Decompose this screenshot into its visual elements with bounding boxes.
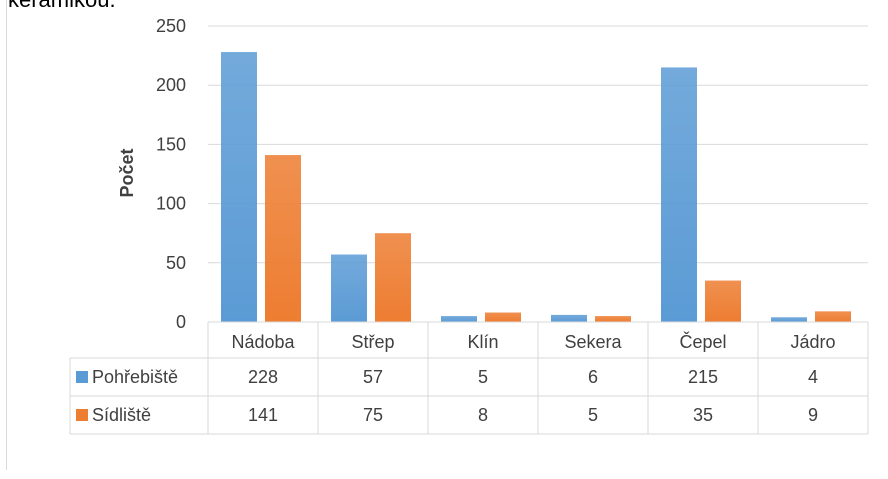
data-label: 8 [478, 405, 488, 425]
bar-series-2 [265, 155, 301, 322]
y-axis-label: Počet [117, 148, 137, 197]
data-label: 215 [688, 367, 718, 387]
x-tick-label: Střep [351, 332, 394, 352]
legend-swatch [76, 409, 88, 421]
y-tick-label: 150 [156, 134, 186, 154]
data-label: 57 [363, 367, 383, 387]
data-table: Nádoba Střep Klín Sekera Čepel Jádro Pohřebišt… [69, 321, 869, 435]
bar-series-2 [485, 312, 521, 322]
data-label: 4 [808, 367, 818, 387]
x-tick-label: Jádro [790, 332, 835, 352]
bars [221, 52, 851, 322]
y-tick-label: 100 [156, 194, 186, 214]
x-tick-label: Nádoba [231, 332, 295, 352]
data-label: 75 [363, 405, 383, 425]
y-tick-label: 200 [156, 75, 186, 95]
data-label: 35 [693, 405, 713, 425]
bar-series-2 [375, 233, 411, 322]
data-label: 141 [248, 405, 278, 425]
gridlines [208, 25, 868, 264]
x-tick-label: Čepel [679, 331, 726, 352]
x-tick-label: Klín [467, 332, 498, 352]
legend-entry: Sídliště [92, 405, 151, 425]
y-tick-label: 50 [166, 253, 186, 273]
bar-series-1 [331, 254, 367, 322]
y-tick-label: 0 [176, 312, 186, 332]
bar-series-1 [661, 67, 697, 322]
y-axis-ticks: 0 50 100 150 200 250 [156, 16, 186, 332]
data-label: 5 [588, 405, 598, 425]
bar-series-1 [221, 52, 257, 322]
data-label: 9 [808, 405, 818, 425]
data-label: 228 [248, 367, 278, 387]
legend-entry: Pohřebiště [92, 367, 178, 387]
x-tick-label: Sekera [564, 332, 622, 352]
bar-series-1 [771, 317, 807, 322]
page-margin-line [6, 0, 7, 470]
data-label: 5 [478, 367, 488, 387]
bar-series-2 [705, 280, 741, 322]
data-label: 6 [588, 367, 598, 387]
y-tick-label: 250 [156, 16, 186, 36]
bar-series-1 [441, 316, 477, 322]
bar-series-2 [595, 316, 631, 322]
caption-fragment: keramikou. [8, 0, 116, 13]
bar-series-1 [551, 314, 587, 322]
legend-swatch [76, 371, 88, 383]
bar-series-2 [815, 311, 851, 322]
